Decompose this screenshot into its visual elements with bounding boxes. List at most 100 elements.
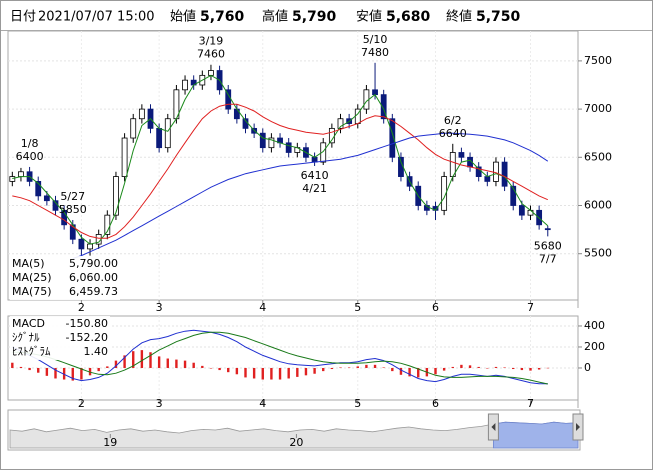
histogram-bar: [157, 356, 161, 368]
candle-body: [182, 79, 188, 91]
histogram-bar: [261, 367, 264, 380]
histogram-bar: [304, 367, 308, 376]
candle-body: [18, 171, 24, 177]
histogram-bar: [97, 367, 100, 372]
histogram-bar: [486, 367, 489, 369]
histogram-bar: [503, 367, 506, 368]
histogram-bar: [106, 366, 109, 368]
legend-value: -152.20: [66, 331, 108, 344]
date: 2021/07/07 15:00: [38, 10, 155, 25]
histogram-bar: [166, 358, 169, 368]
histogram-bar: [451, 366, 454, 368]
candle-body: [380, 94, 387, 120]
y-tick-label: 400: [584, 319, 605, 332]
candle-body: [501, 161, 508, 187]
x-tick-label: 7: [527, 301, 534, 314]
histogram-bar: [270, 367, 273, 380]
candle-body: [441, 176, 448, 211]
header-value: 5,760: [200, 9, 245, 25]
histogram-bar: [537, 367, 541, 370]
histogram-bar: [80, 367, 83, 380]
histogram-bar: [460, 364, 463, 368]
histogram-bar: [477, 366, 480, 368]
histogram-bar: [54, 367, 57, 379]
candle-body: [78, 238, 85, 250]
header-label: 高値: [262, 9, 288, 25]
ma-line: [12, 103, 549, 239]
candle-body: [389, 118, 396, 158]
histogram-bar: [62, 367, 66, 380]
candle-body: [156, 127, 163, 149]
histogram-bar: [209, 367, 213, 369]
candle-body: [43, 195, 50, 202]
header-value: 5,750: [476, 9, 521, 25]
x-tick-label: 4: [259, 397, 266, 410]
date-label: 日付: [10, 10, 36, 25]
ma-line: [72, 132, 549, 259]
histogram-bar: [37, 367, 40, 373]
candle-body: [87, 243, 93, 250]
header-label: 終値: [446, 9, 472, 25]
y-tick-label: 0: [584, 361, 591, 374]
histogram-bar: [235, 367, 239, 375]
candle-body: [35, 181, 42, 197]
x-tick-label: 6: [432, 397, 439, 410]
histogram-bar: [123, 355, 126, 368]
histogram-bar: [347, 367, 351, 368]
histogram-bar: [434, 367, 437, 375]
candle-body: [320, 142, 327, 163]
candle-body: [544, 228, 551, 231]
candle-body: [9, 176, 16, 182]
x-tick-label: 2: [78, 397, 85, 410]
histogram-bar: [149, 352, 152, 368]
legend-value: 6,060.00: [69, 271, 118, 284]
histogram-bar: [19, 366, 23, 368]
legend-label: MA(25): [12, 271, 52, 284]
histogram-bar: [382, 367, 385, 368]
histogram-bar: [529, 367, 532, 371]
x-tick-label: 4: [259, 301, 266, 314]
histogram-bar: [287, 367, 290, 379]
histogram-bar: [227, 367, 230, 373]
histogram-bar: [28, 367, 31, 371]
histogram-bar: [442, 367, 446, 371]
y-tick-label: 6000: [584, 199, 612, 212]
y-tick-label: 200: [584, 340, 605, 353]
legend-value: 6,459.73: [69, 285, 118, 298]
legend-box: [10, 256, 120, 300]
histogram-bar: [296, 367, 299, 377]
annotation-value: 5850: [59, 203, 87, 216]
annotation-value: 6640: [439, 127, 467, 140]
candle-body: [372, 89, 378, 96]
histogram-bar: [218, 367, 221, 371]
histogram-bar: [11, 362, 14, 368]
x-tick-label: 2: [78, 301, 85, 314]
annotation-value: 6400: [16, 150, 44, 163]
candle-body: [518, 205, 525, 216]
candle-body: [337, 118, 344, 129]
histogram-bar: [175, 359, 178, 368]
histogram-bar: [330, 367, 334, 370]
histogram-bar: [546, 367, 549, 369]
histogram-bar: [88, 367, 92, 376]
candle-body: [164, 118, 171, 149]
legend-value: 5,790.00: [69, 257, 118, 270]
candle-body: [268, 137, 275, 149]
histogram-bar: [391, 367, 394, 372]
x-tick-label: 19: [103, 436, 117, 449]
candle-body: [138, 108, 145, 120]
annotation-value: 7480: [361, 46, 389, 59]
header-value: 5,680: [386, 9, 431, 25]
candle-body: [130, 118, 137, 139]
histogram-bar: [365, 364, 368, 368]
x-tick-label: 7: [527, 397, 534, 410]
candle-body: [285, 142, 292, 153]
annotation-date: 5/10: [363, 33, 388, 46]
histogram-bar: [468, 365, 472, 368]
histogram-bar: [183, 360, 187, 368]
histogram-bar: [356, 366, 359, 368]
handle-arrow: [491, 423, 496, 431]
histogram-bar: [313, 367, 316, 374]
